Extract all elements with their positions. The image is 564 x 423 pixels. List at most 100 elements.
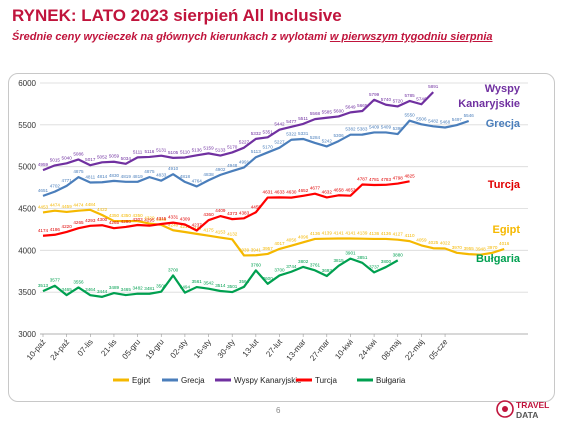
legend-label: Egipt bbox=[132, 376, 151, 385]
data-label: 4948 bbox=[227, 163, 238, 168]
data-label: 4293 bbox=[85, 218, 96, 223]
legend-label: Turcja bbox=[315, 376, 337, 385]
data-label: 5409 bbox=[381, 124, 392, 129]
data-label: 4633 bbox=[274, 189, 285, 194]
data-label: 4819 bbox=[121, 174, 132, 179]
data-label: 4280 bbox=[121, 219, 132, 224]
data-label: 4702 bbox=[50, 184, 61, 189]
data-label: 4305 bbox=[156, 217, 167, 222]
y-tick-label: 3500 bbox=[18, 288, 36, 297]
data-label: 4141 bbox=[345, 231, 356, 236]
data-label: 4630 bbox=[286, 190, 297, 195]
data-label: 5468 bbox=[440, 120, 451, 125]
data-label: 4139 bbox=[357, 231, 368, 236]
x-tick-label: 21-lis bbox=[99, 338, 118, 358]
data-label: 5322 bbox=[286, 132, 297, 137]
data-label: 5785 bbox=[404, 93, 415, 98]
data-label: 4219 bbox=[180, 224, 191, 229]
data-label: 4300 bbox=[97, 217, 108, 222]
data-label: 4331 bbox=[168, 215, 179, 220]
data-label: 3489 bbox=[109, 285, 120, 290]
data-label: 3444 bbox=[97, 289, 108, 294]
data-label: 5159 bbox=[203, 145, 214, 150]
data-label: 5242 bbox=[322, 138, 333, 143]
data-label: 5568 bbox=[310, 111, 321, 116]
data-label: 4360 bbox=[203, 212, 214, 217]
data-label: 5086 bbox=[73, 151, 84, 156]
data-label: 5550 bbox=[404, 113, 415, 118]
x-tick-label: 07-lis bbox=[76, 338, 95, 358]
y-tick-label: 4000 bbox=[18, 246, 36, 255]
data-label: 5891 bbox=[428, 84, 439, 89]
data-label: 5017 bbox=[85, 157, 96, 162]
data-label: 5382 bbox=[345, 127, 356, 132]
data-label: 5720 bbox=[393, 98, 404, 103]
svg-text:TRAVEL: TRAVEL bbox=[516, 400, 549, 410]
data-label: 4651 bbox=[38, 188, 49, 193]
x-tick-label: 13-mar bbox=[284, 337, 307, 362]
data-label: 3465 bbox=[121, 287, 132, 292]
data-label: 4409 bbox=[215, 208, 226, 213]
data-label: 4787 bbox=[357, 176, 368, 181]
x-tick-label: 27-mar bbox=[308, 337, 331, 362]
data-label: 5136 bbox=[192, 147, 203, 152]
data-label: 4132 bbox=[227, 231, 238, 236]
data-label: 4631 bbox=[263, 190, 274, 195]
data-label: 4139 bbox=[322, 231, 333, 236]
data-label: 4484 bbox=[85, 202, 96, 207]
data-label: 5665 bbox=[357, 103, 368, 108]
x-tick-label: 24-paź bbox=[49, 338, 72, 363]
data-label: 5740 bbox=[381, 97, 392, 102]
x-tick-label: 22-maj bbox=[403, 337, 426, 362]
data-label: 4959 bbox=[38, 162, 49, 167]
data-label: 3761 bbox=[310, 262, 321, 267]
data-label: 3941 bbox=[251, 247, 262, 252]
data-label: 3802 bbox=[298, 259, 309, 264]
data-label: 5306 bbox=[334, 133, 345, 138]
data-label: 4025 bbox=[428, 240, 439, 245]
legend-label: Grecja bbox=[181, 376, 205, 385]
data-label: 4350 bbox=[109, 213, 120, 218]
chart-frame bbox=[8, 73, 555, 402]
y-tick-label: 3000 bbox=[18, 330, 36, 339]
data-label: 5511 bbox=[298, 116, 308, 121]
y-tick-label: 6000 bbox=[18, 79, 36, 88]
data-label: 4798 bbox=[393, 176, 404, 181]
data-label: 5227 bbox=[239, 140, 250, 145]
x-tick-label: 02-sty bbox=[169, 338, 190, 360]
data-label: 5133 bbox=[215, 148, 226, 153]
data-label: 3744 bbox=[286, 264, 297, 269]
data-label: 4383 bbox=[239, 210, 250, 215]
x-tick-label: 30-sty bbox=[216, 338, 237, 360]
data-label: 5799 bbox=[369, 92, 380, 97]
data-label: 4350 bbox=[132, 213, 143, 218]
data-label: 4474 bbox=[50, 203, 61, 208]
data-label: 3700 bbox=[168, 267, 179, 272]
data-label: 4240 bbox=[168, 222, 179, 227]
data-label: 4825 bbox=[404, 173, 415, 178]
page-subtitle: Średnie ceny wycieczek na głównych kieru… bbox=[12, 31, 493, 43]
travel-data-logo: TRAVEL DATA bbox=[496, 400, 549, 420]
data-label: 4136 bbox=[381, 231, 392, 236]
data-label: 3494 bbox=[180, 285, 191, 290]
data-label: 5585 bbox=[322, 110, 333, 115]
data-label: 3737 bbox=[369, 264, 380, 269]
data-label: 5600 bbox=[334, 108, 345, 113]
data-label: 4141 bbox=[334, 231, 345, 236]
data-label: 4059 bbox=[416, 237, 427, 242]
data-label: 4781 bbox=[369, 177, 380, 182]
data-label: 3501 bbox=[227, 284, 238, 289]
y-tick-label: 5500 bbox=[18, 121, 36, 130]
x-tick-label: 19-gru bbox=[144, 338, 166, 361]
legend-label: Bułgaria bbox=[376, 376, 406, 385]
data-label: 5409 bbox=[369, 124, 380, 129]
page-number: 6 bbox=[276, 406, 281, 415]
data-label: 4174 bbox=[38, 228, 49, 233]
subtitle-underlined: w pierwszym tygodniu sierpnia bbox=[329, 31, 493, 43]
data-label: 4764 bbox=[192, 178, 203, 183]
data-label: 4875 bbox=[144, 169, 155, 174]
data-label: 5059 bbox=[109, 154, 120, 159]
data-label: 3482 bbox=[132, 286, 143, 291]
data-label: 5131 bbox=[156, 148, 167, 153]
data-label: 4017 bbox=[274, 241, 285, 246]
